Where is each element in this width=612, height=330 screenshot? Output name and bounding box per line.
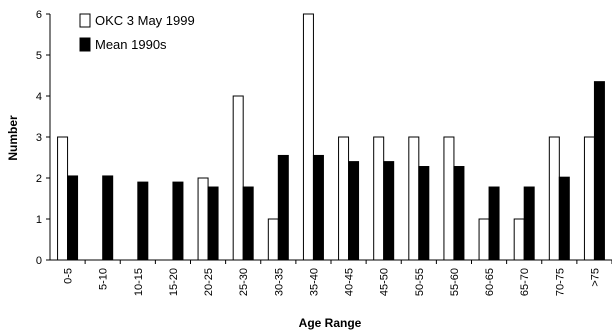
- y-tick-label: 4: [36, 91, 42, 103]
- x-axis-title: Age Range: [299, 316, 362, 330]
- legend-swatch-mean: [79, 37, 91, 52]
- x-tick-label: 60-65: [484, 268, 496, 296]
- x-tick-label: 30-35: [273, 268, 285, 296]
- x-tick-label: 45-50: [379, 268, 391, 296]
- bar-okc: [302, 13, 314, 261]
- x-tick-label: 5-10: [98, 268, 110, 290]
- x-tick-label: 10-15: [133, 268, 145, 296]
- legend: OKC 3 May 1999 Mean 1990s: [79, 13, 195, 52]
- bar-mean: [558, 176, 570, 261]
- bar-okc: [583, 136, 595, 261]
- y-axis-title: Number: [6, 115, 20, 161]
- x-tick-label: 35-40: [308, 268, 320, 296]
- bar-mean: [348, 161, 360, 261]
- bar-okc: [267, 218, 279, 261]
- x-tick-label: 20-25: [203, 268, 215, 296]
- x-tick-label: 0-5: [63, 268, 75, 284]
- bar-mean: [207, 186, 219, 261]
- bar-okc: [232, 95, 244, 261]
- bar-mean: [453, 166, 465, 261]
- bar-mean: [383, 161, 395, 261]
- x-tick-label: 55-60: [449, 268, 461, 296]
- y-tick-label: 2: [36, 173, 42, 185]
- bar-okc: [57, 136, 69, 261]
- x-tick-label: 65-70: [519, 268, 531, 296]
- y-tick-label: 5: [36, 50, 42, 62]
- bar-mean: [137, 181, 149, 261]
- bar-mean: [488, 186, 500, 261]
- bar-mean: [67, 175, 79, 261]
- legend-label-okc: OKC 3 May 1999: [95, 13, 195, 28]
- x-tick-label: >75: [589, 268, 601, 287]
- x-tick-label: 50-55: [414, 268, 426, 296]
- bar-mean: [242, 186, 254, 261]
- y-tick-label: 0: [36, 255, 42, 267]
- y-tick-label: 6: [36, 9, 42, 21]
- bar-mean: [593, 81, 605, 261]
- bar-mean: [277, 154, 289, 261]
- x-tick-label: 70-75: [554, 268, 566, 296]
- bar-okc: [513, 218, 525, 261]
- bar-okc: [548, 136, 560, 261]
- bar-mean: [172, 181, 184, 261]
- y-tick-label: 1: [36, 214, 42, 226]
- x-tick-label: 25-30: [238, 268, 250, 296]
- bar-okc: [443, 136, 455, 261]
- x-tick-label: 15-20: [168, 268, 180, 296]
- bar-mean: [102, 175, 114, 261]
- legend-label-mean: Mean 1990s: [95, 37, 167, 52]
- plot-area: 0 1 2 3 4 5 6 0-5 5-10 10-15 15-20 20-25 25-30 30-35 3…: [36, 9, 612, 296]
- bar-mean: [523, 186, 535, 261]
- bar-okc: [478, 218, 490, 261]
- x-tick-label: 40-45: [344, 268, 356, 296]
- bar-okc: [408, 136, 420, 261]
- bar-mean: [418, 166, 430, 261]
- bar-okc: [373, 136, 385, 261]
- bar-mean: [312, 154, 324, 261]
- y-tick-label: 3: [36, 132, 42, 144]
- bar-okc: [197, 177, 209, 261]
- bar-okc: [338, 136, 350, 261]
- legend-swatch-okc: [79, 13, 91, 28]
